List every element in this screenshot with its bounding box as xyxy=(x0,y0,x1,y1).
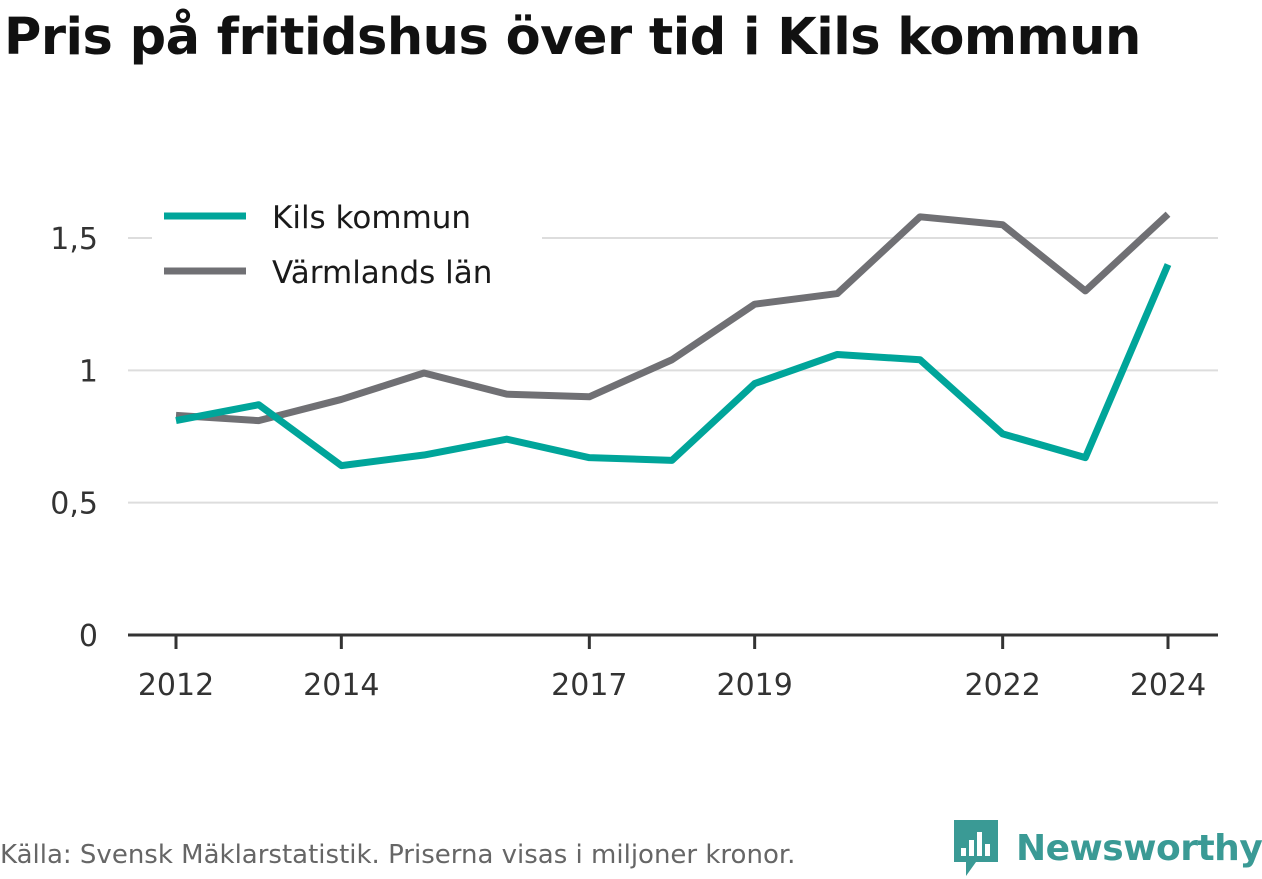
y-tick-label: 0,5 xyxy=(50,487,98,522)
legend-background xyxy=(152,186,542,302)
newsworthy-logo-icon xyxy=(954,820,998,876)
source-note: Källa: Svensk Mäklarstatistik. Priserna … xyxy=(0,840,796,870)
legend: Kils kommun Värmlands län xyxy=(152,186,542,302)
x-tick-label: 2012 xyxy=(138,668,214,703)
newsworthy-logo: Newsworthy xyxy=(952,818,1262,878)
series-line-kils-kommun xyxy=(175,263,1172,470)
x-tick-label: 2024 xyxy=(1130,668,1206,703)
x-tick-label: 2014 xyxy=(303,668,379,703)
series-lines xyxy=(175,211,1172,470)
series-line-varmlands-lan xyxy=(175,211,1171,425)
y-axis-ticks: 0 0,5 1 1,5 xyxy=(50,222,98,654)
y-tick-label: 0 xyxy=(79,619,98,654)
x-axis-ticks: 2012 2014 2017 2019 2022 2024 xyxy=(138,635,1206,703)
y-tick-label: 1,5 xyxy=(50,222,98,257)
line-chart: 0 0,5 1 1,5 2012 2014 2017 2019 2022 2024 Kils k… xyxy=(50,186,1218,703)
x-tick-label: 2019 xyxy=(716,668,792,703)
x-tick-label: 2017 xyxy=(551,668,627,703)
x-tick-label: 2022 xyxy=(964,668,1040,703)
legend-label-kils-kommun: Kils kommun xyxy=(272,200,471,236)
newsworthy-logo-text: Newsworthy xyxy=(1016,827,1262,869)
legend-label-varmlands-lan: Värmlands län xyxy=(272,255,492,291)
chart-title: Pris på fritidshus över tid i Kils kommu… xyxy=(4,8,1141,67)
y-tick-label: 1 xyxy=(79,354,98,389)
